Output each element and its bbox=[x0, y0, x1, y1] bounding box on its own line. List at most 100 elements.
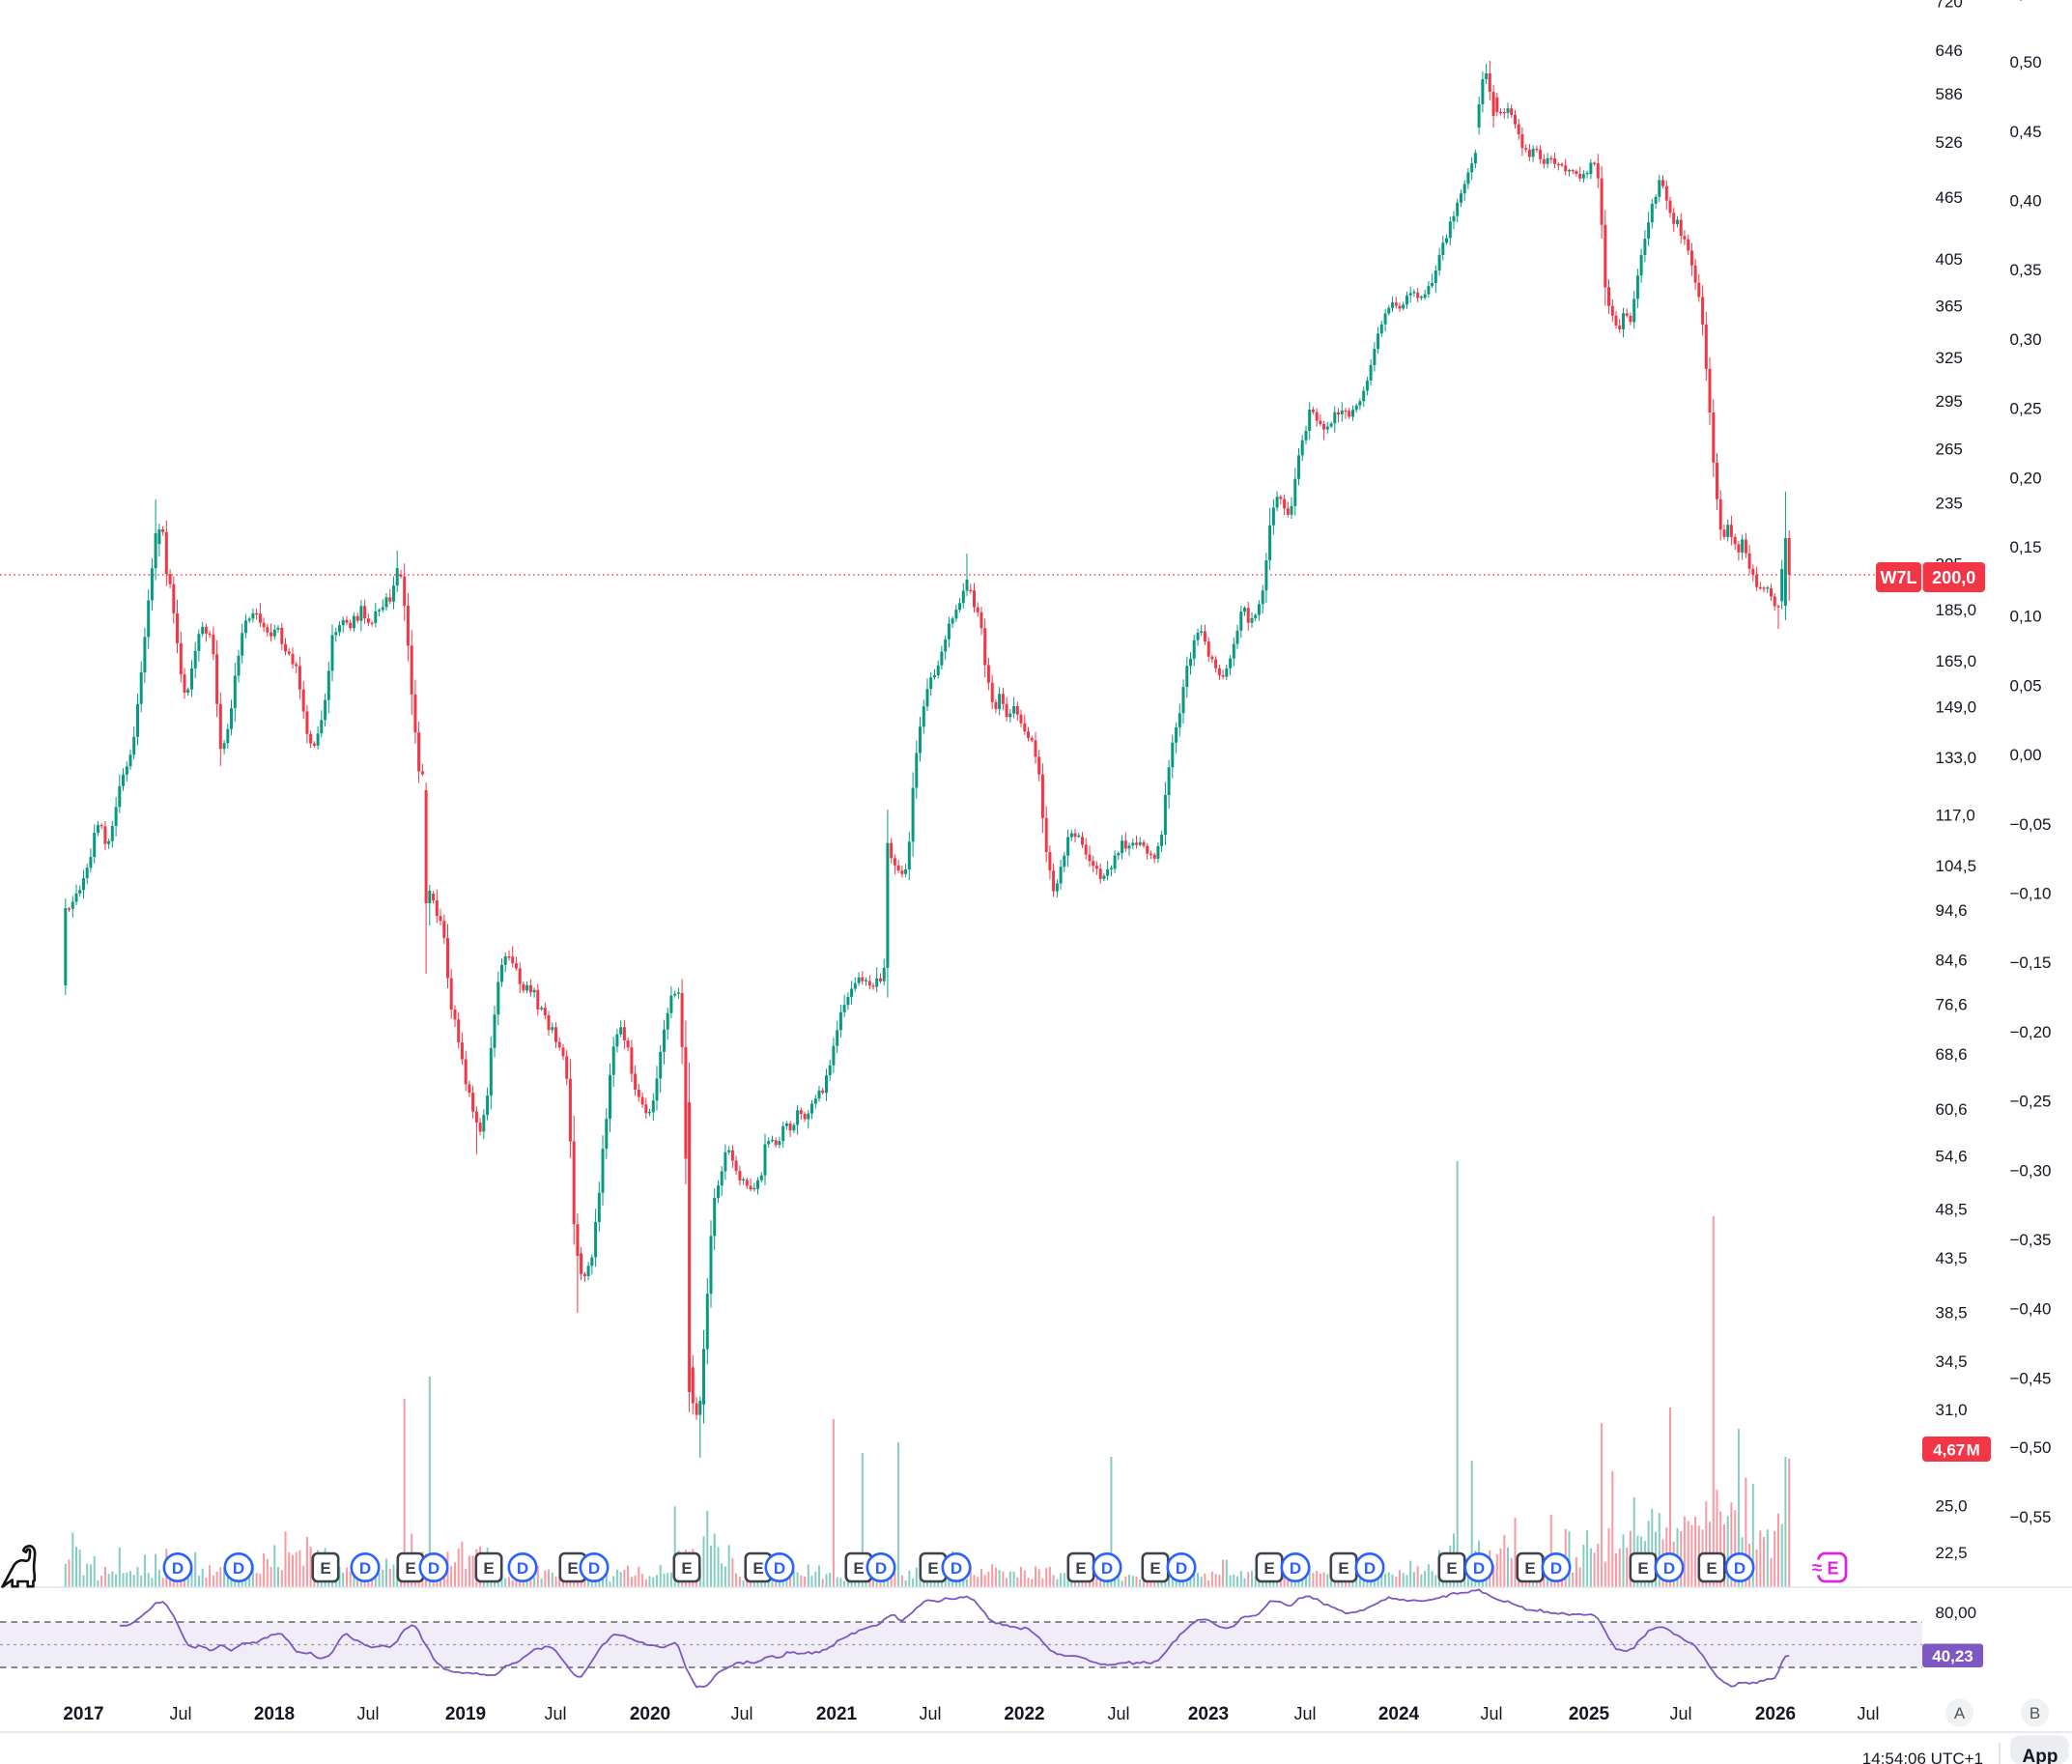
svg-text:E: E bbox=[853, 1559, 864, 1578]
svg-text:D: D bbox=[1101, 1559, 1113, 1578]
svg-text:Jul: Jul bbox=[1107, 1704, 1129, 1723]
svg-text:325: 325 bbox=[1936, 349, 1963, 367]
svg-text:80,00: 80,00 bbox=[1936, 1604, 1977, 1622]
svg-text:E: E bbox=[483, 1559, 494, 1578]
svg-text:D: D bbox=[588, 1559, 600, 1578]
svg-text:34,5: 34,5 bbox=[1936, 1352, 1968, 1371]
svg-text:D: D bbox=[172, 1559, 184, 1578]
svg-text:0,10: 0,10 bbox=[2010, 608, 2042, 626]
svg-text:E: E bbox=[1075, 1559, 1086, 1578]
svg-text:405: 405 bbox=[1936, 250, 1963, 269]
svg-text:586: 586 bbox=[1936, 85, 1963, 103]
svg-text:D: D bbox=[1734, 1559, 1746, 1578]
svg-text:E: E bbox=[1446, 1559, 1457, 1578]
svg-text:−0,10: −0,10 bbox=[2010, 885, 2052, 903]
svg-text:117,0: 117,0 bbox=[1936, 807, 1975, 825]
svg-text:−0,35: −0,35 bbox=[2010, 1231, 2052, 1249]
svg-text:E: E bbox=[1637, 1559, 1648, 1578]
svg-text:D: D bbox=[875, 1559, 887, 1578]
svg-text:D: D bbox=[1473, 1559, 1485, 1578]
svg-text:14:54:06 UTC+1: 14:54:06 UTC+1 bbox=[1862, 1750, 1983, 1764]
svg-text:D: D bbox=[1176, 1559, 1187, 1578]
svg-text:E: E bbox=[1338, 1559, 1348, 1578]
svg-text:≈: ≈ bbox=[1812, 1558, 1823, 1579]
svg-text:D: D bbox=[1290, 1559, 1301, 1578]
svg-text:D: D bbox=[1550, 1559, 1562, 1578]
svg-text:365: 365 bbox=[1936, 297, 1963, 315]
svg-text:Jul: Jul bbox=[1669, 1704, 1691, 1723]
svg-text:D: D bbox=[428, 1559, 440, 1578]
svg-text:Jul: Jul bbox=[1480, 1704, 1502, 1723]
svg-text:E: E bbox=[1150, 1559, 1160, 1578]
svg-text:Jul: Jul bbox=[169, 1704, 191, 1723]
svg-text:App: App bbox=[2023, 1747, 2058, 1764]
svg-text:38,5: 38,5 bbox=[1936, 1303, 1968, 1322]
svg-text:2023: 2023 bbox=[1188, 1704, 1229, 1724]
svg-text:94,6: 94,6 bbox=[1936, 901, 1968, 920]
svg-text:E: E bbox=[320, 1559, 330, 1578]
svg-text:84,6: 84,6 bbox=[1936, 952, 1968, 970]
svg-text:E: E bbox=[927, 1559, 938, 1578]
svg-text:149,0: 149,0 bbox=[1936, 698, 1977, 717]
svg-text:D: D bbox=[774, 1559, 785, 1578]
svg-text:295: 295 bbox=[1936, 392, 1963, 411]
svg-text:68,6: 68,6 bbox=[1936, 1045, 1968, 1064]
svg-text:E: E bbox=[567, 1559, 578, 1578]
svg-text:526: 526 bbox=[1936, 133, 1963, 152]
svg-text:25,0: 25,0 bbox=[1936, 1496, 1968, 1515]
svg-text:−0,15: −0,15 bbox=[2010, 953, 2052, 972]
svg-text:235: 235 bbox=[1936, 494, 1963, 512]
svg-text:31,0: 31,0 bbox=[1936, 1401, 1968, 1419]
svg-text:0,40: 0,40 bbox=[2010, 192, 2042, 211]
svg-text:Jul: Jul bbox=[1293, 1704, 1316, 1723]
svg-text:185,0: 185,0 bbox=[1936, 601, 1977, 619]
svg-text:2019: 2019 bbox=[445, 1704, 486, 1724]
svg-text:B: B bbox=[2029, 1704, 2040, 1722]
svg-text:2017: 2017 bbox=[63, 1704, 103, 1724]
svg-text:Jul: Jul bbox=[544, 1704, 566, 1723]
svg-text:200,0: 200,0 bbox=[1932, 568, 1975, 587]
svg-text:−0,05: −0,05 bbox=[2010, 815, 2052, 834]
svg-text:2026: 2026 bbox=[1755, 1704, 1796, 1724]
svg-text:Jul: Jul bbox=[356, 1704, 379, 1723]
svg-text:2025: 2025 bbox=[1569, 1704, 1610, 1724]
svg-text:−0,25: −0,25 bbox=[2010, 1093, 2052, 1111]
svg-text:D: D bbox=[951, 1559, 962, 1578]
svg-text:Jul: Jul bbox=[1857, 1704, 1879, 1723]
svg-text:E: E bbox=[681, 1559, 692, 1578]
svg-text:0,20: 0,20 bbox=[2010, 469, 2042, 487]
svg-text:A: A bbox=[1954, 1704, 1966, 1722]
svg-text:0,15: 0,15 bbox=[2010, 538, 2042, 556]
svg-text:60,6: 60,6 bbox=[1936, 1100, 1968, 1119]
svg-text:D: D bbox=[1663, 1559, 1675, 1578]
svg-text:E: E bbox=[752, 1559, 763, 1578]
svg-text:76,6: 76,6 bbox=[1936, 996, 1968, 1014]
svg-text:0,00: 0,00 bbox=[2010, 746, 2042, 764]
svg-text:E: E bbox=[1706, 1559, 1717, 1578]
svg-text:−0,55: −0,55 bbox=[2010, 1508, 2052, 1526]
svg-text:48,5: 48,5 bbox=[1936, 1200, 1968, 1218]
svg-text:0,05: 0,05 bbox=[2010, 676, 2042, 695]
svg-text:465: 465 bbox=[1936, 188, 1963, 207]
svg-text:2022: 2022 bbox=[1004, 1704, 1044, 1724]
svg-text:E: E bbox=[1827, 1559, 1838, 1579]
svg-text:−0,30: −0,30 bbox=[2010, 1161, 2052, 1180]
svg-text:D: D bbox=[233, 1559, 244, 1578]
svg-text:E: E bbox=[1524, 1559, 1535, 1578]
svg-text:0,45: 0,45 bbox=[2010, 123, 2042, 141]
svg-text:720: 720 bbox=[1936, 0, 1963, 12]
svg-text:0,55: 0,55 bbox=[2010, 0, 2042, 2]
svg-text:165,0: 165,0 bbox=[1936, 652, 1977, 670]
svg-text:Jul: Jul bbox=[730, 1704, 752, 1723]
svg-text:−0,20: −0,20 bbox=[2010, 1023, 2052, 1041]
svg-text:2018: 2018 bbox=[254, 1704, 295, 1724]
svg-text:−0,40: −0,40 bbox=[2010, 1300, 2052, 1319]
svg-text:104,5: 104,5 bbox=[1936, 857, 1977, 875]
svg-text:43,5: 43,5 bbox=[1936, 1249, 1968, 1267]
svg-text:D: D bbox=[517, 1559, 528, 1578]
svg-text:22,5: 22,5 bbox=[1936, 1544, 1968, 1562]
svg-text:W7L: W7L bbox=[1881, 568, 1917, 587]
svg-text:133,0: 133,0 bbox=[1936, 749, 1977, 767]
svg-text:E: E bbox=[1263, 1559, 1274, 1578]
svg-text:Jul: Jul bbox=[919, 1704, 941, 1723]
